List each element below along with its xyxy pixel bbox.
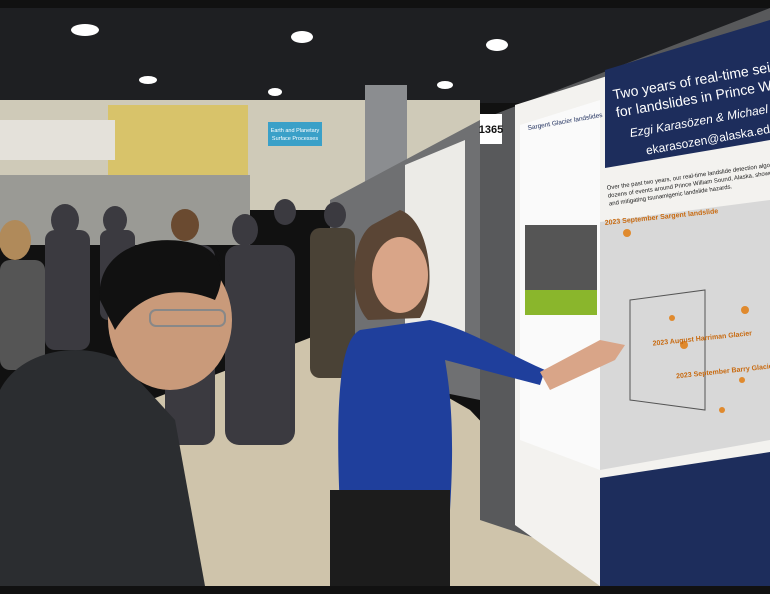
sign-text: Earth and Planetary xyxy=(271,128,320,134)
frame-bottom xyxy=(0,586,770,594)
map-inset xyxy=(629,289,706,411)
balcony xyxy=(0,120,115,160)
ceiling-lights xyxy=(71,24,508,96)
map-points xyxy=(623,229,749,413)
spectrogram xyxy=(525,225,597,295)
spectrogram-band xyxy=(525,290,597,315)
booth-number: 1365 xyxy=(479,124,503,136)
poster-footer xyxy=(600,452,770,586)
foreground-person xyxy=(0,240,232,586)
poster-header xyxy=(605,20,770,168)
presenter xyxy=(330,210,625,586)
sign-board xyxy=(268,122,322,146)
poster-map xyxy=(600,200,770,470)
sign-text: Surface Processes xyxy=(272,136,318,142)
booth-tag xyxy=(480,114,502,144)
